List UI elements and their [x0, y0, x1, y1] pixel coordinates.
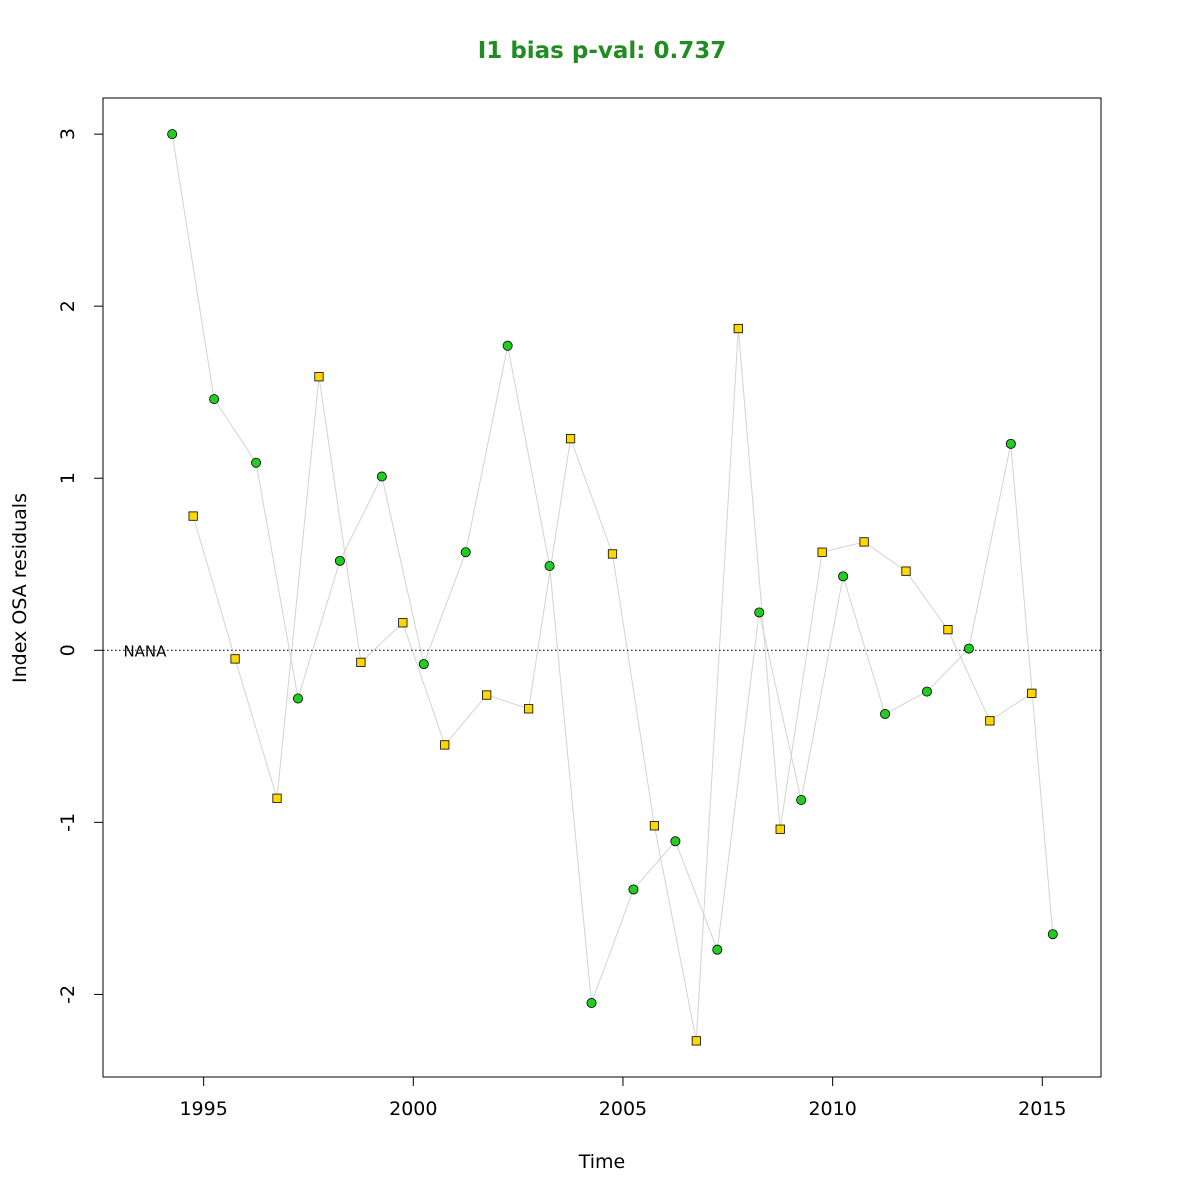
zero-reference-line: NANA — [103, 642, 1101, 660]
series-2-point-8 — [482, 690, 492, 700]
data-points — [167, 129, 1058, 1046]
connector-lines — [171, 134, 1054, 1041]
y-tick-label-1: 1 — [57, 472, 79, 484]
series-2-point-4 — [314, 372, 324, 382]
series-1-point-4 — [292, 693, 303, 704]
series-2-point-13 — [691, 1036, 701, 1046]
series-2-point-15 — [775, 824, 785, 834]
reference-line-label: NANA — [123, 642, 167, 660]
y-tick-label-3: 3 — [57, 128, 79, 140]
series-1-point-21 — [1005, 438, 1016, 449]
y-tick-label--1: -1 — [57, 813, 79, 832]
series-1-point-14 — [712, 944, 723, 955]
series-1-line — [171, 134, 1054, 1004]
series-1-point-7 — [418, 659, 429, 670]
plot-frame — [102, 97, 1102, 1078]
series-1-point-6 — [376, 471, 387, 482]
series-2-line — [192, 328, 1033, 1041]
series-2-point-12 — [649, 821, 660, 831]
y-tick-label-2: 2 — [57, 300, 79, 312]
series-2-point-6 — [398, 618, 408, 628]
series-1-point-11 — [586, 998, 597, 1009]
x-tick-label-1995: 1995 — [179, 1098, 227, 1120]
series-1-point-15 — [754, 607, 765, 618]
series-1-point-18 — [880, 708, 891, 719]
series-2-point-9 — [524, 704, 534, 714]
x-axis: 1995 2000 2005 2010 2015 — [179, 1076, 1066, 1120]
series-2-point-21 — [1027, 688, 1037, 698]
series-2-point-3 — [272, 793, 282, 803]
series-1-point-17 — [838, 571, 849, 582]
y-axis: -2 -1 0 1 2 3 — [57, 128, 104, 1004]
series-2-point-2 — [230, 654, 240, 664]
y-tick-label-0: 0 — [57, 644, 79, 656]
series-1-point-12 — [628, 884, 639, 895]
x-tick-label-2005: 2005 — [599, 1098, 647, 1120]
series-2-point-17 — [859, 537, 869, 547]
series-2-point-16 — [817, 547, 827, 557]
x-axis-label: Time — [578, 1151, 626, 1173]
series-1-point-3 — [251, 457, 262, 468]
x-tick-label-2010: 2010 — [808, 1098, 856, 1120]
series-2-point-20 — [985, 716, 995, 726]
series-2-point-10 — [565, 434, 576, 444]
series-1-point-10 — [544, 560, 555, 571]
series-2-point-18 — [901, 566, 911, 576]
x-tick-label-2000: 2000 — [389, 1098, 437, 1120]
y-axis-label: Index OSA residuals — [9, 493, 31, 683]
chart-title: I1 bias p-val: 0.737 — [478, 38, 727, 64]
series-1-point-9 — [502, 340, 513, 351]
series-1-point-5 — [334, 555, 345, 566]
series-1-point-16 — [796, 794, 807, 805]
series-1-point-20 — [963, 643, 974, 654]
series-2-point-5 — [356, 657, 366, 667]
y-tick-label--2: -2 — [57, 985, 79, 1004]
series-1-point-13 — [670, 836, 681, 847]
series-2-point-19 — [943, 625, 953, 635]
series-1-point-22 — [1047, 929, 1058, 940]
series-2-point-11 — [607, 549, 618, 559]
x-tick-label-2015: 2015 — [1018, 1098, 1066, 1120]
series-1-point-2 — [209, 394, 220, 405]
series-2-point-1 — [188, 511, 198, 521]
series-2-point-14 — [733, 323, 743, 334]
series-1-point-8 — [460, 547, 471, 558]
series-1-point-19 — [921, 686, 932, 697]
series-2-point-7 — [440, 740, 450, 750]
series-1-point-1 — [167, 129, 178, 140]
